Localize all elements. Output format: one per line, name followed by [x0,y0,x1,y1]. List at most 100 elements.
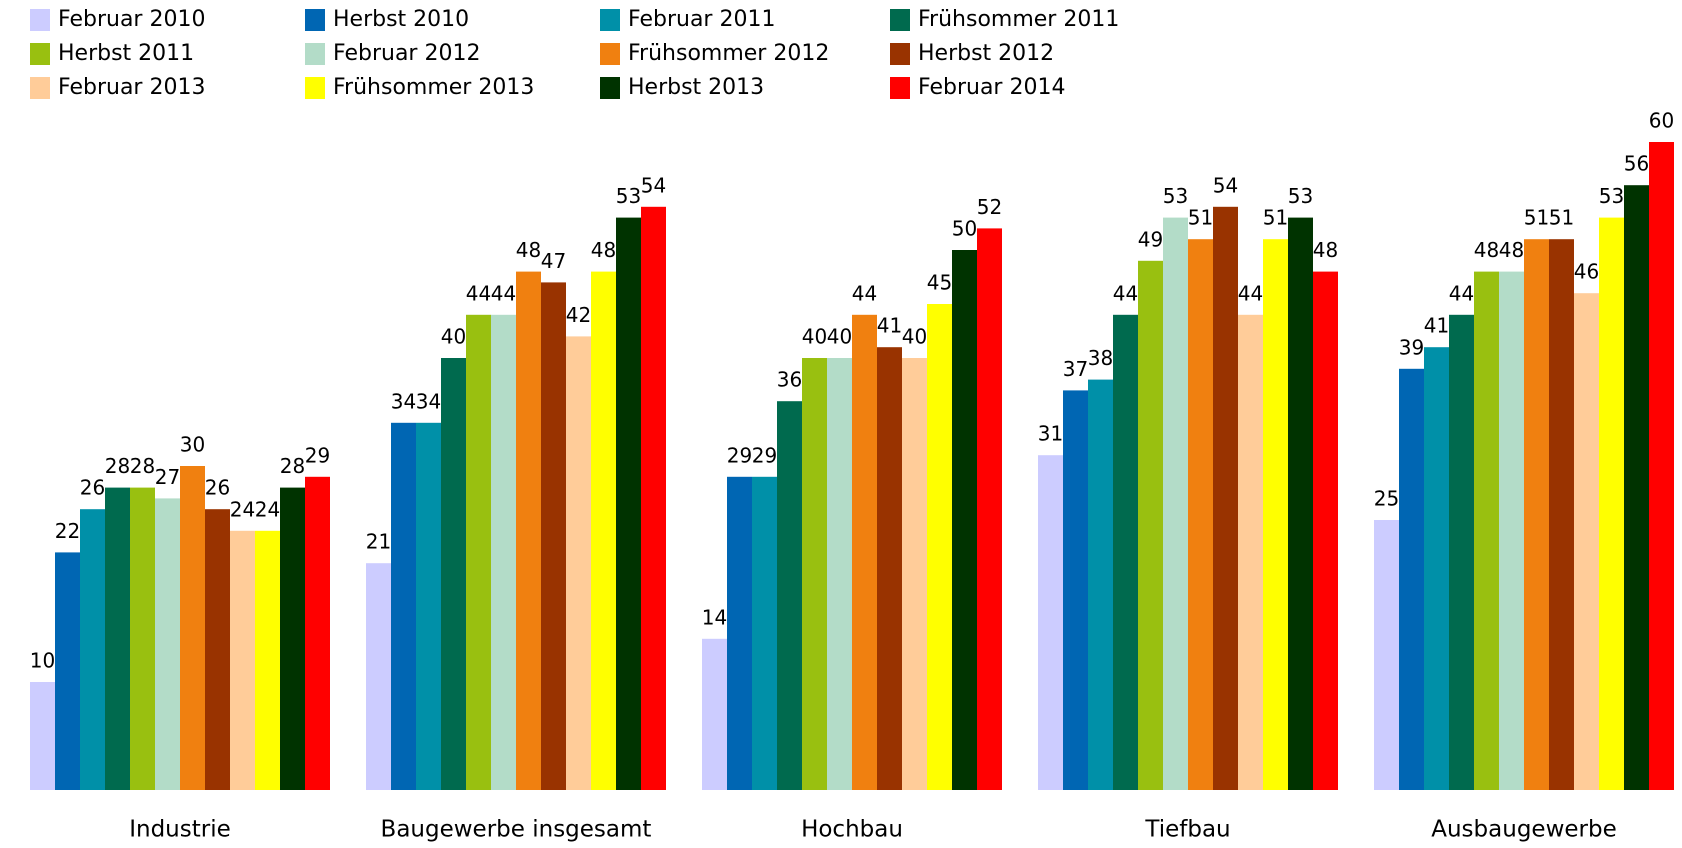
bar [977,228,1002,790]
bar [1449,314,1474,790]
value-label: 28 [105,454,130,478]
value-label: 53 [616,184,641,208]
legend-label: Februar 2011 [628,7,775,32]
bar [777,401,802,790]
bar [1188,239,1213,790]
value-label: 40 [441,325,466,349]
x-tick-label: Ausbaugewerbe [1431,817,1616,843]
bar [1399,368,1424,790]
bar [230,530,255,790]
bar [1088,379,1113,790]
legend-label: Herbst 2012 [918,41,1054,66]
value-label: 53 [1163,184,1188,208]
bar [80,509,105,790]
value-label: 60 [1649,109,1674,133]
value-label: 39 [1399,335,1424,359]
value-label: 37 [1063,357,1088,381]
bar [952,250,977,790]
x-tick-label: Hochbau [801,817,903,843]
bar [702,638,727,790]
value-label: 29 [305,443,330,467]
bar [1038,455,1063,790]
legend-swatch [890,9,910,31]
value-label: 29 [752,443,777,467]
bar [130,487,155,790]
legend-label: Frühsommer 2012 [628,41,829,66]
value-label: 41 [1424,314,1449,338]
legend-swatch [30,77,50,99]
bar [1063,390,1088,790]
bar [616,217,641,791]
value-label: 53 [1599,184,1624,208]
bar [491,314,516,790]
bar [30,682,55,790]
bar [55,552,80,790]
legend-label: Herbst 2010 [333,7,469,32]
value-label: 34 [391,389,416,413]
value-label: 45 [927,271,952,295]
legend-label: Februar 2014 [918,75,1065,100]
bar [1313,271,1338,791]
legend-label: Februar 2012 [333,41,480,66]
bar [1288,217,1313,791]
x-tick-label: Industrie [129,817,231,843]
bar [566,336,591,790]
bar [927,304,952,790]
value-label: 24 [255,497,280,521]
value-label: 54 [1213,173,1238,197]
bar [1549,239,1574,790]
bar [280,487,305,790]
bar [466,314,491,790]
value-label: 48 [591,238,616,262]
legend-swatch [30,9,50,31]
bar [541,282,566,790]
x-tick-label: Tiefbau [1144,817,1230,843]
bar [1649,142,1674,790]
value-label: 40 [802,325,827,349]
bar [802,358,827,790]
bar [1113,314,1138,790]
bar [180,466,205,790]
value-label: 38 [1088,346,1113,370]
value-label: 44 [466,281,491,305]
bar [1263,239,1288,790]
bar [255,530,280,790]
bar [391,422,416,790]
value-label: 42 [566,303,591,327]
legend-label: Herbst 2013 [628,75,764,100]
value-label: 49 [1138,227,1163,251]
value-label: 25 [1374,487,1399,511]
value-label: 28 [130,454,155,478]
bar [591,271,616,791]
legend-swatch [305,77,325,99]
value-label: 51 [1549,206,1574,230]
bar [1374,520,1399,790]
bar [727,476,752,790]
value-label: 30 [180,433,205,457]
legend-label: Februar 2013 [58,75,205,100]
value-label: 29 [727,443,752,467]
bar [1163,217,1188,791]
value-label: 48 [516,238,541,262]
bar [441,358,466,790]
legend-swatch [600,43,620,65]
bar [902,358,927,790]
value-label: 41 [877,314,902,338]
value-label: 44 [1113,281,1138,305]
value-label: 28 [280,454,305,478]
bar [641,206,666,791]
bar [852,314,877,790]
value-label: 51 [1188,206,1213,230]
value-label: 44 [491,281,516,305]
x-tick-label: Baugewerbe insgesamt [381,817,652,843]
legend-swatch [305,43,325,65]
value-label: 10 [30,649,55,673]
legend-label: Frühsommer 2011 [918,7,1119,32]
bar [827,358,852,790]
bar [205,509,230,790]
bar [1138,260,1163,790]
bar [1474,271,1499,791]
bar [1599,217,1624,791]
value-label: 26 [80,476,105,500]
